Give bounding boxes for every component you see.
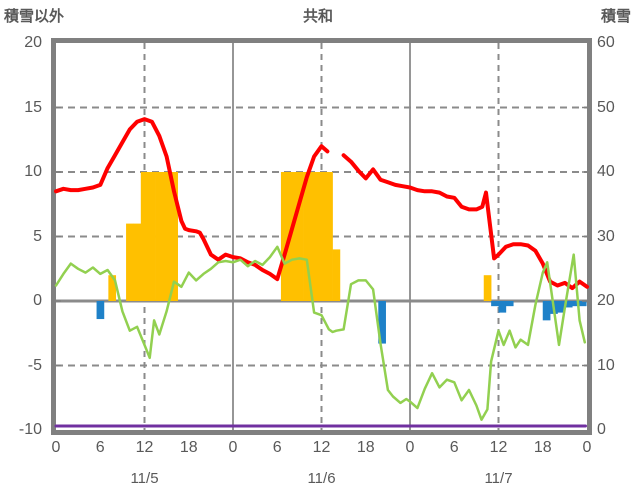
bar — [133, 223, 142, 301]
hour-tick-label: 0 — [51, 439, 61, 456]
right-axis-tick-label: 30 — [597, 227, 615, 245]
bar — [108, 275, 117, 301]
left-axis-tick-label: 20 — [24, 34, 42, 51]
right-axis-tick-label: 40 — [597, 163, 615, 180]
bar — [505, 301, 514, 307]
date-label: 11/5 — [130, 470, 159, 487]
bar — [148, 172, 156, 301]
right-axis-tick-label: 0 — [597, 421, 606, 438]
bar — [310, 172, 319, 301]
bar — [378, 301, 386, 344]
hour-tick-label: 12 — [135, 439, 154, 456]
green-line — [54, 245, 587, 421]
hour-tick-label: 6 — [449, 439, 459, 456]
hour-tick-label: 18 — [356, 439, 375, 456]
left-axis-tick-label: 10 — [24, 163, 42, 180]
hour-tick-label: 12 — [312, 439, 331, 456]
bar — [542, 301, 551, 321]
hour-tick-label: 0 — [228, 439, 238, 456]
left-axis-tick-label: -5 — [27, 356, 42, 374]
bar — [317, 172, 326, 301]
right-axis-tick-label: 60 — [597, 34, 615, 51]
bar — [288, 172, 296, 301]
bar — [280, 172, 289, 301]
left-axis-tick-label: -10 — [18, 421, 42, 438]
bar — [295, 172, 304, 301]
bar — [498, 301, 507, 313]
date-label: 11/7 — [484, 470, 513, 487]
right-axis-title: 積雪 — [600, 8, 631, 25]
bar — [491, 301, 499, 307]
left-axis-tick-label: 0 — [33, 292, 42, 309]
left-axis-tick-label: 15 — [24, 98, 42, 116]
hour-tick-label: 6 — [95, 439, 105, 456]
bar — [303, 172, 311, 301]
hour-tick-label: 12 — [489, 439, 508, 456]
chart-title: 共和 — [302, 8, 333, 25]
bar — [96, 301, 105, 320]
bar — [572, 301, 580, 307]
bar — [155, 172, 164, 301]
bar — [140, 172, 149, 301]
hour-tick-label: 18 — [533, 439, 552, 456]
hour-tick-label: 0 — [582, 439, 592, 456]
date-label: 11/6 — [307, 470, 336, 487]
hour-tick-label: 0 — [405, 439, 415, 456]
bar — [578, 301, 587, 307]
bar — [332, 249, 341, 301]
hour-tick-label: 6 — [272, 439, 282, 456]
right-axis-tick-label: 10 — [597, 356, 615, 374]
bar — [162, 172, 171, 301]
right-axis-tick-label: 20 — [597, 292, 615, 309]
orange-bars — [108, 172, 492, 301]
bar — [126, 223, 134, 301]
bar — [325, 172, 333, 301]
left-axis-title: 積雪以外 — [4, 8, 65, 25]
bar — [564, 301, 573, 308]
bar — [170, 172, 178, 301]
left-axis-tick-label: 5 — [33, 227, 42, 245]
bar — [557, 301, 566, 313]
right-axis-tick-label: 50 — [597, 98, 615, 116]
plot-border — [51, 38, 592, 435]
hour-tick-label: 18 — [179, 439, 198, 456]
bar — [483, 275, 492, 301]
